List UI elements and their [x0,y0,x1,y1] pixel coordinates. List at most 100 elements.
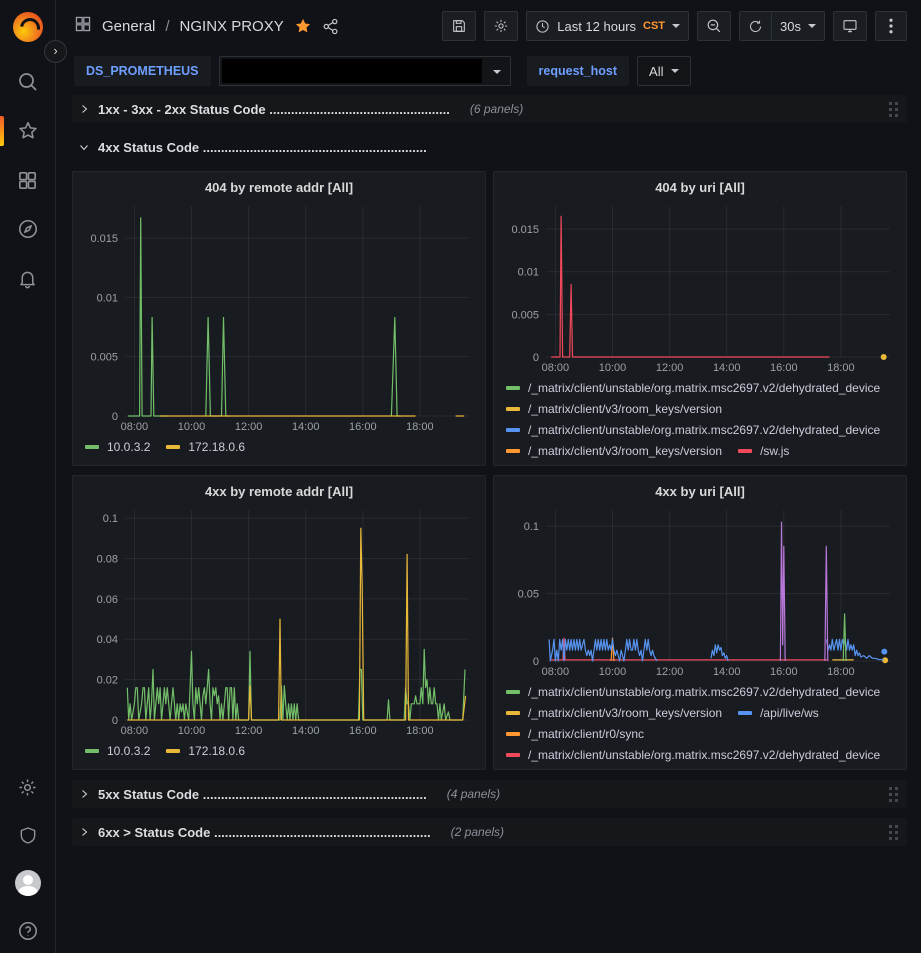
svg-text:12:00: 12:00 [235,725,263,737]
expand-sidebar-button[interactable]: › [44,40,67,63]
sidebar-item-help[interactable] [0,919,56,943]
sidebar-item-search[interactable] [0,70,56,94]
datasource-variable-label[interactable]: DS_PROMETHEUS [74,56,211,86]
legend-series-swatch [738,710,753,715]
svg-text:0: 0 [533,656,539,668]
legend-item[interactable]: 10.0.3.2 [85,744,150,758]
panel-legend: /_matrix/client/unstable/org.matrix.msc2… [500,376,900,460]
svg-text:0: 0 [112,715,118,727]
request-host-variable-select[interactable]: All [637,56,692,86]
drag-handle-icon[interactable] [888,101,899,118]
svg-text:0: 0 [533,352,539,364]
sidebar-item-explore[interactable] [0,217,56,241]
legend-item[interactable]: /_matrix/client/r0/sync [506,727,644,741]
legend-item[interactable]: /sw.js [738,444,789,458]
sidebar-item-starred[interactable] [0,116,56,146]
timezone-label: CST [643,20,666,32]
panel-title[interactable]: 4xx by uri [All] [655,484,745,499]
favorite-star-icon[interactable] [294,17,312,35]
legend-item[interactable]: /api/live/ws [738,706,819,720]
dashboard-settings-button[interactable] [484,11,519,41]
legend-item[interactable]: /_matrix/client/v3/room_keys/version [506,444,722,458]
clock-icon [536,19,549,33]
svg-text:0.015: 0.015 [511,224,539,236]
panel-title[interactable]: 4xx by remote addr [All] [204,484,354,499]
sidebar-item-profile[interactable] [0,870,56,896]
legend-series-swatch [166,748,181,753]
panel-404-by-uri-all: 404 by uri [All] 08:00 10:00 12:00 14:00 16:0… [493,171,907,466]
search-icon [18,73,37,91]
shield-icon [20,826,35,844]
svg-text:0.02: 0.02 [97,675,118,687]
drag-handle-icon[interactable] [888,786,899,803]
svg-text:18:00: 18:00 [827,666,855,678]
time-range-picker[interactable]: Last 12 hours CST [526,11,690,41]
chevron-down-icon [808,24,816,28]
chevron-down-icon [78,141,92,153]
chart-canvas[interactable]: 08:00 10:00 12:00 14:00 16:00 18:00 0 0.005 0.01… [500,199,900,376]
legend-item[interactable]: /_matrix/client/v3/room_keys/version [506,402,722,416]
panel-404-by-remote-addr-all: 404 by remote addr [All] 08:00 10:00 12:00 1… [72,171,486,466]
svg-text:0.04: 0.04 [97,634,118,646]
refresh-interval-picker[interactable]: 30s [771,11,825,41]
grafana-logo-icon[interactable] [12,12,43,42]
panel-title[interactable]: 404 by uri [All] [655,180,745,195]
row-panel-count: (2 panels) [450,825,505,839]
svg-text:10:00: 10:00 [178,725,206,737]
drag-handle-icon[interactable] [888,824,899,841]
svg-text:0.01: 0.01 [518,267,539,279]
tv-mode-button[interactable] [833,11,867,41]
dashboard-body: 1xx - 3xx - 2xx Status Code ............… [56,90,921,953]
legend-item[interactable]: /_matrix/client/unstable/org.matrix.msc2… [506,685,880,699]
row-panel-count: (6 panels) [469,102,524,116]
legend-item[interactable]: /_matrix/client/unstable/org.matrix.msc2… [506,748,880,762]
save-dashboard-button[interactable] [442,11,477,41]
legend-series-swatch [506,385,520,390]
monitor-icon [843,20,857,33]
svg-text:10:00: 10:00 [599,362,627,374]
legend-item[interactable]: 10.0.3.2 [85,440,150,454]
svg-text:14:00: 14:00 [292,725,320,737]
legend-item[interactable]: /_matrix/client/unstable/org.matrix.msc2… [506,381,880,395]
dashboard-navbar: General / NGINX PROXY Last 12 hours CST [56,0,921,52]
request-host-variable-label[interactable]: request_host [526,56,630,86]
row-4xx[interactable]: 4xx Status Code ........................… [72,133,907,161]
chart-canvas[interactable]: 08:00 10:00 12:00 14:00 16:00 18:00 0 0.05 0.1 [500,503,900,680]
svg-text:08:00: 08:00 [121,725,149,737]
sidebar-item-dashboards[interactable] [0,168,56,192]
legend-item[interactable]: /_matrix/client/v3/room_keys/version [506,706,722,720]
dashboard-title[interactable]: NGINX PROXY [179,17,284,35]
zoom-out-time-button[interactable] [697,11,732,41]
sidebar-item-configuration[interactable] [0,775,56,799]
gear-icon [19,778,36,796]
breadcrumb-folder[interactable]: General [102,17,156,35]
svg-text:16:00: 16:00 [349,421,377,433]
sidebar-item-alerting[interactable] [0,266,56,290]
row-6xx[interactable]: 6xx > Status Code ......................… [72,818,907,846]
panel-legend: 10.0.3.2 172.18.0.6 [79,435,479,460]
svg-text:16:00: 16:00 [770,362,798,374]
panel-title[interactable]: 404 by remote addr [All] [204,180,354,195]
legend-item[interactable]: 172.18.0.6 [166,440,245,454]
row-5xx[interactable]: 5xx Status Code ........................… [72,780,907,808]
chevron-down-icon [492,70,501,74]
sidebar-item-server-admin[interactable] [0,823,56,847]
share-icon[interactable] [322,18,339,35]
row-1xx-3xx-2xx[interactable]: 1xx - 3xx - 2xx Status Code ............… [72,95,907,123]
legend-item[interactable]: /_matrix/client/unstable/org.matrix.msc2… [506,423,880,437]
legend-item[interactable]: 172.18.0.6 [166,744,245,758]
chart-canvas[interactable]: 08:00 10:00 12:00 14:00 16:00 18:00 0 0.005 0.01… [79,199,479,435]
apps-grid-icon[interactable] [74,15,92,38]
svg-text:12:00: 12:00 [235,421,263,433]
panel-grid: 404 by remote addr [All] 08:00 10:00 12:00 1… [72,171,907,770]
chart-canvas[interactable]: 08:00 10:00 12:00 14:00 16:00 18:00 0 0.02 0.04 0… [79,503,479,739]
svg-text:16:00: 16:00 [349,725,377,737]
star-icon [18,121,37,139]
more-options-button[interactable] [875,11,907,41]
datasource-variable-select[interactable] [218,56,511,86]
row-panel-count: (4 panels) [446,787,501,801]
panel-legend: 10.0.3.2 172.18.0.6 [79,739,479,764]
legend-series-swatch [506,427,520,432]
refresh-button[interactable] [739,11,772,41]
